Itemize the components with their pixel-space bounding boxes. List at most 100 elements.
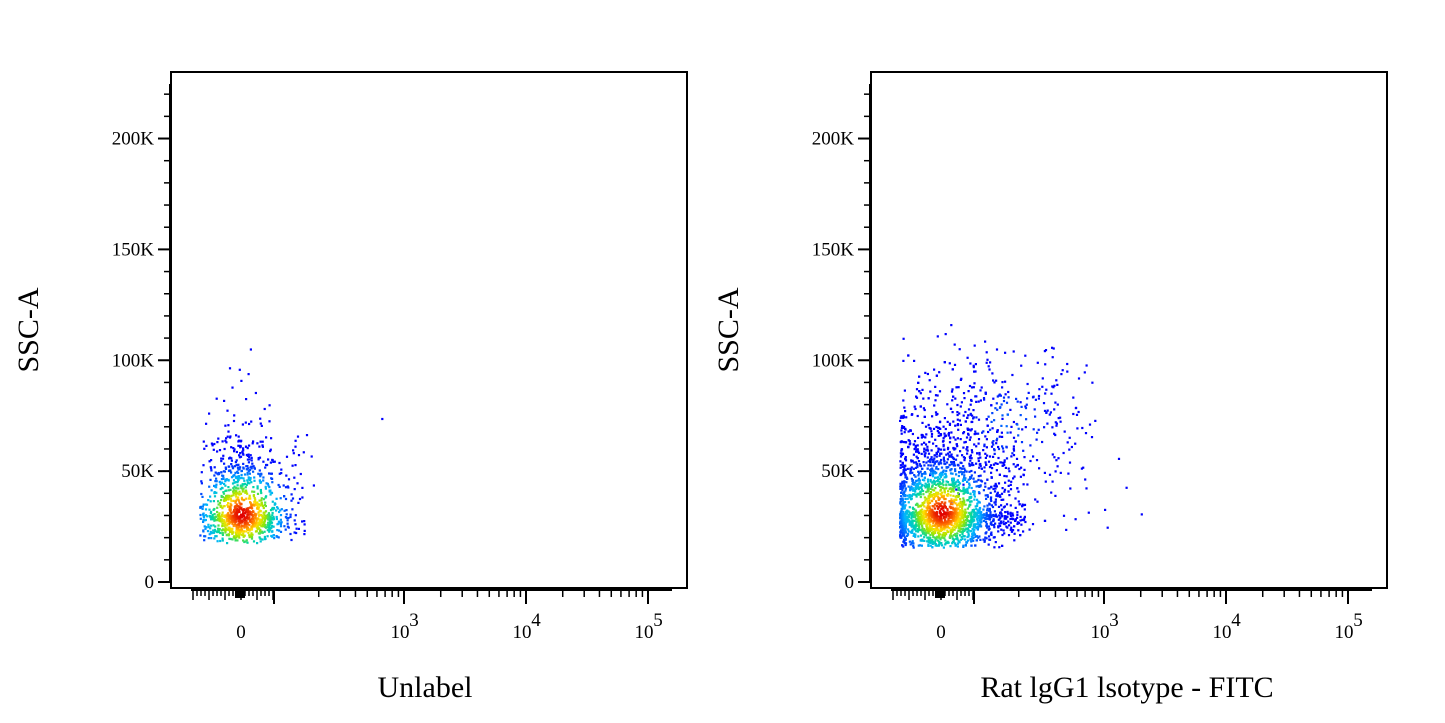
scatter-point [212,516,215,519]
scatter-point [989,428,992,431]
scatter-point [941,544,944,547]
scatter-point [964,514,967,517]
scatter-point [225,441,228,444]
scatter-point [998,514,1001,517]
scatter-point [207,526,210,529]
scatter-point [914,486,917,489]
scatter-point [971,532,974,535]
scatter-point [967,523,970,526]
scatter-point [923,484,926,487]
scatter-point [262,476,265,479]
scatter-point [248,523,251,527]
scatter-point [224,466,227,469]
scatter-point [259,524,262,527]
scatter-point [955,498,958,501]
scatter-point [1006,431,1009,434]
scatter-point [267,512,270,515]
scatter-point [1001,435,1004,438]
scatter-point [974,505,977,508]
scatter-point [973,443,976,446]
scatter-point [960,531,963,534]
scatter-point [277,483,280,487]
scatter-point [272,525,275,528]
scatter-point [1007,396,1010,399]
scatter-point [226,435,229,438]
scatter-point [908,493,911,497]
scatter-point [902,359,905,362]
scatter-point [968,519,971,522]
scatter-point [938,477,941,480]
scatter-point [235,495,238,498]
scatter-point [913,519,916,522]
scatter-point [201,495,204,498]
scatter-point [226,494,229,497]
scatter-point [1002,462,1005,465]
scatter-point [970,399,973,402]
scatter-point [912,511,916,514]
scatter-point [913,528,917,531]
scatter-point [946,420,949,423]
scatter-point [938,509,941,512]
scatter-point [249,348,252,351]
scatter-point [899,464,902,467]
scatter-point [219,482,222,486]
scatter-point [934,472,937,475]
scatter-point [948,463,951,467]
scatter-point [969,538,972,541]
scatter-point [985,513,988,516]
scatter-point [988,538,991,541]
scatter-point [199,513,202,517]
scatter-point [238,501,241,504]
scatter-point [962,497,965,500]
scatter-point [1015,457,1019,460]
scatter-point [1072,396,1075,399]
scatter-point [991,441,994,444]
scatter-point [967,408,971,411]
scatter-point [253,467,256,470]
scatter-point [1013,532,1016,535]
scatter-point [959,438,962,441]
scatter-point [940,466,944,469]
scatter-point [219,505,222,508]
scatter-point [959,378,962,381]
scatter-point [972,463,975,467]
scatter-point [914,461,918,464]
scatter-point [927,464,930,467]
x-tick-label: 0 [936,622,946,643]
scatter-point [1036,500,1039,503]
scatter-point [1068,436,1071,439]
scatter-point [201,505,204,508]
scatter-point [237,505,240,508]
scatter-point [941,482,944,485]
scatter-point [235,517,238,520]
scatter-point [973,533,976,536]
scatter-point [905,511,909,514]
scatter-point [246,510,249,513]
scatter-point [252,465,255,468]
scatter-point [253,522,256,525]
scatter-point [269,450,272,453]
scatter-point [242,499,245,502]
scatter-point [997,505,1001,508]
scatter-point [279,518,282,521]
scatter-point [996,437,999,440]
scatter-point [914,475,917,478]
scatter-point [943,511,946,514]
scatter-point [998,406,1002,409]
y-tick-label: 0 [145,572,155,593]
scatter-point [965,436,969,439]
scatter-point [256,527,259,531]
scatter-point [904,504,907,507]
scatter-point [239,466,242,469]
scatter-point [901,510,905,513]
scatter-point [902,515,905,519]
x-axis-title: Rat lgG1 lsotype - FITC [980,671,1273,704]
scatter-point [1044,392,1047,395]
scatter-point [942,425,945,428]
scatter-point [271,500,274,503]
scatter-point [236,479,240,482]
x-tick-exponent: 4 [1231,610,1241,631]
scatter-point [929,478,932,482]
scatter-point [242,530,245,533]
